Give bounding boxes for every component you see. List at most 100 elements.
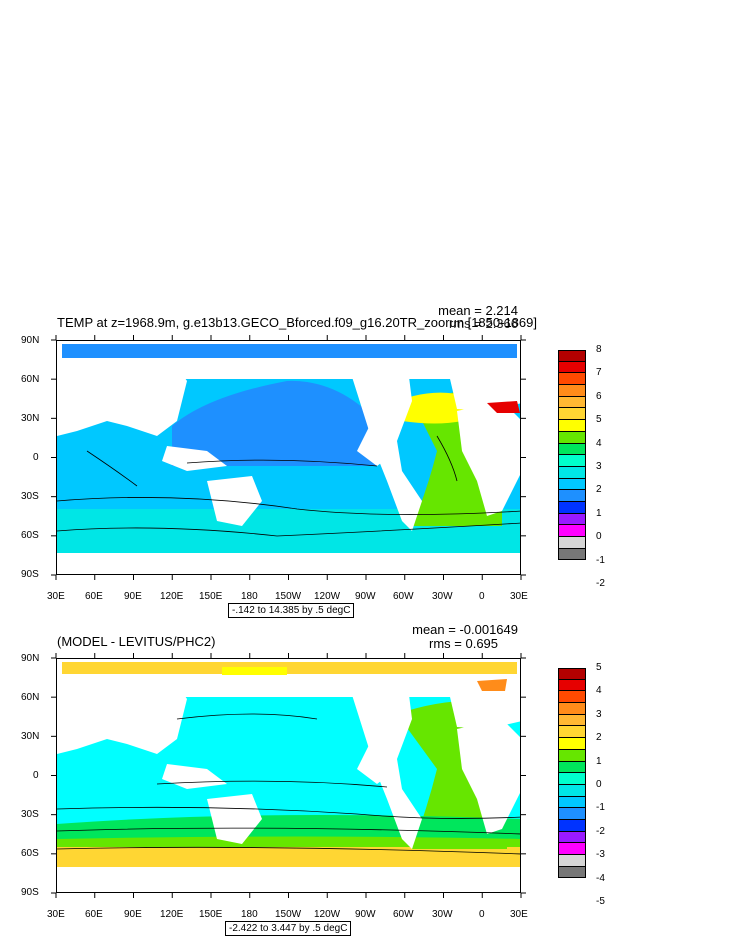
colorbar-swatch bbox=[558, 420, 586, 432]
lon-tick-label: 30W bbox=[432, 909, 453, 920]
lon-tick-label: 120E bbox=[160, 909, 184, 920]
lon-tick-label: 0 bbox=[479, 909, 485, 920]
lat-tick-label: 30S bbox=[21, 491, 39, 502]
lon-tick-label: 30E bbox=[510, 909, 528, 920]
land-antarctica bbox=[57, 553, 520, 574]
colorbar-swatch bbox=[558, 773, 586, 785]
land-arctic-top bbox=[57, 341, 520, 344]
colorbar-swatch bbox=[558, 466, 586, 479]
colorbar-swatch bbox=[558, 679, 586, 692]
colorbar-label: 8 bbox=[596, 344, 602, 355]
lon-tick-label: 120W bbox=[314, 909, 341, 920]
colorbar-swatch bbox=[558, 855, 586, 867]
colorbar-swatch bbox=[558, 396, 586, 409]
colorbar-label: 7 bbox=[596, 367, 602, 379]
mean-label: mean = -0.001649 bbox=[412, 622, 518, 637]
colorbar-swatch bbox=[558, 866, 586, 879]
lon-tick-label: 30E bbox=[47, 591, 65, 602]
colorbar-label: -2 bbox=[596, 578, 605, 589]
lon-tick-label: 60W bbox=[393, 909, 414, 920]
colorbar-swatch bbox=[558, 361, 586, 374]
contour-line bbox=[436, 435, 458, 482]
land-africa bbox=[457, 401, 520, 516]
colorbar-label: -3 bbox=[596, 849, 605, 861]
med-hotspot bbox=[487, 401, 520, 413]
lon-tick-label: 60W bbox=[393, 591, 414, 602]
colorbar-swatch bbox=[558, 668, 586, 680]
colorbar-label: 5 bbox=[596, 662, 602, 673]
lon-tick-label: 30E bbox=[47, 909, 65, 920]
colorbar-label: 3 bbox=[596, 461, 602, 472]
contour-line bbox=[86, 450, 138, 487]
rms-label: rms = 2.366 bbox=[448, 316, 518, 331]
contour-line bbox=[57, 806, 520, 819]
lon-tick-label: 30W bbox=[432, 591, 453, 602]
contour-line bbox=[57, 497, 520, 515]
lon-tick-label: 60E bbox=[85, 591, 103, 602]
colorbar-label: 0 bbox=[596, 779, 602, 790]
lon-tick-label: 120E bbox=[160, 591, 184, 602]
land-asia bbox=[57, 359, 187, 436]
ocean-arctic bbox=[62, 662, 517, 674]
contour-line bbox=[57, 846, 520, 855]
colorbar-label: 2 bbox=[596, 484, 602, 496]
panel-title: TEMP at z=1968.9m, g.e13b13.GECO_Bforced… bbox=[57, 315, 537, 330]
colorbar-label: 4 bbox=[596, 685, 602, 697]
panel-title: (MODEL - LEVITUS/PHC2) bbox=[57, 634, 216, 649]
lon-tick-label: 150E bbox=[199, 909, 223, 920]
colorbar-swatch bbox=[558, 703, 586, 715]
land-americas bbox=[347, 361, 422, 531]
colorbar-label: -1 bbox=[596, 554, 605, 566]
colorbar-swatch bbox=[558, 808, 586, 820]
colorbar-swatch bbox=[558, 726, 586, 739]
colorbar-swatch bbox=[558, 537, 586, 549]
lat-tick-label: 90N bbox=[21, 653, 40, 664]
land-australia bbox=[207, 476, 262, 526]
lat-tick-label: 0 bbox=[33, 770, 39, 781]
contour-line bbox=[57, 522, 520, 537]
colorbar-swatch bbox=[558, 761, 586, 774]
mean-label: mean = 2.214 bbox=[438, 303, 518, 318]
lon-tick-label: 120W bbox=[314, 591, 341, 602]
land-europe bbox=[447, 679, 520, 729]
contour-line bbox=[186, 459, 378, 467]
lat-tick-label: 30S bbox=[21, 809, 39, 820]
colorbar-swatch bbox=[558, 408, 586, 421]
contour-line bbox=[156, 780, 388, 788]
contour-info-box: -.142 to 14.385 by .5 degC bbox=[228, 603, 355, 618]
colorbar-label: -4 bbox=[596, 872, 605, 884]
ocean-arctic-yellow bbox=[222, 667, 287, 675]
colorbar-label: -5 bbox=[596, 896, 605, 907]
contour-info-box: -2.422 to 3.447 by .5 degC bbox=[225, 921, 352, 936]
lon-tick-label: 180 bbox=[241, 909, 258, 920]
colorbar-swatch bbox=[558, 501, 586, 514]
colorbar-label: 0 bbox=[596, 531, 602, 543]
colorbar-swatch bbox=[558, 373, 586, 386]
rms-label: rms = 0.695 bbox=[429, 636, 499, 651]
colorbar-swatch bbox=[558, 431, 586, 444]
lon-tick-label: 90E bbox=[124, 591, 142, 602]
colorbar-swatch bbox=[558, 714, 586, 727]
land-arctic-top bbox=[57, 659, 520, 662]
ocean-south-far bbox=[57, 847, 520, 867]
contour-line bbox=[57, 827, 520, 835]
land-antarctica bbox=[57, 873, 520, 892]
map-plot bbox=[56, 340, 521, 575]
lat-tick-label: 30N bbox=[21, 413, 40, 424]
colorbar-swatch bbox=[558, 478, 586, 491]
lat-tick-label: 90S bbox=[21, 569, 39, 580]
colorbar-swatch bbox=[558, 831, 586, 844]
colorbar-swatch bbox=[558, 691, 586, 704]
land-indonesia bbox=[162, 446, 227, 471]
contour-line bbox=[176, 713, 318, 720]
lat-tick-label: 90N bbox=[21, 335, 40, 346]
map-plot bbox=[56, 658, 521, 893]
land-americas bbox=[347, 679, 422, 849]
lon-tick-label: 60E bbox=[85, 909, 103, 920]
lon-tick-label: 150E bbox=[199, 591, 223, 602]
lon-tick-label: 150W bbox=[275, 591, 302, 602]
colorbar-label: -1 bbox=[596, 802, 605, 814]
land-australia bbox=[207, 794, 262, 844]
colorbar-label: 2 bbox=[596, 732, 602, 744]
colorbar-label: 5 bbox=[596, 414, 602, 426]
